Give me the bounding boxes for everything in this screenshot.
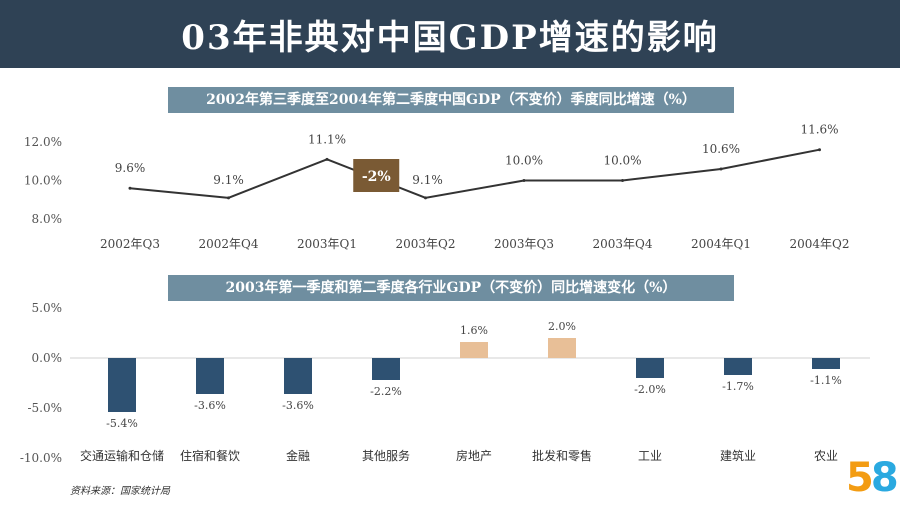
bar-category-label: 其他服务 bbox=[362, 448, 410, 463]
line-value-label: 11.6% bbox=[800, 123, 838, 137]
change-annotation-label: -2% bbox=[362, 169, 391, 185]
bar-category-label: 建筑业 bbox=[720, 448, 756, 463]
bar bbox=[460, 342, 488, 358]
line-y-tick-label: 8.0% bbox=[32, 212, 63, 226]
line-x-tick-label: 2003年Q3 bbox=[494, 237, 554, 251]
line-y-tick-label: 12.0% bbox=[24, 135, 62, 149]
bar bbox=[284, 358, 312, 394]
line-point bbox=[128, 186, 132, 190]
bar-value-label: -1.7% bbox=[722, 380, 754, 393]
bar bbox=[196, 358, 224, 394]
line-chart: 12.0% 10.0% 8.0% 9.6% 2002年Q3 9.1% 2002年Q4 11.1… bbox=[24, 123, 850, 251]
bar-category-label: 工业 bbox=[638, 449, 662, 463]
change-annotation-box bbox=[353, 159, 400, 192]
bar-y-tick-label: -5.0% bbox=[27, 401, 62, 415]
line-x-tick-label: 2002年Q3 bbox=[100, 237, 160, 251]
line-x-tick-label: 2003年Q4 bbox=[592, 237, 652, 251]
bar-value-label: -1.1% bbox=[810, 374, 842, 387]
bar-chart-title: 2003年第一季度和第二季度各行业GDP（不变价）同比增速变化（%） bbox=[168, 275, 734, 301]
bar-value-label: 2.0% bbox=[548, 320, 576, 333]
bar-category-label: 交通运输和仓储 bbox=[80, 448, 164, 463]
bar-value-label: -2.0% bbox=[634, 383, 666, 396]
line-value-label: 10.0% bbox=[603, 154, 641, 168]
bar-value-label: -2.2% bbox=[370, 385, 402, 398]
bar-value-label: -3.6% bbox=[194, 399, 226, 412]
line-value-label: 11.1% bbox=[308, 132, 346, 146]
line-point bbox=[227, 196, 230, 200]
line-series bbox=[129, 148, 820, 199]
line-value-label: 9.1% bbox=[412, 173, 443, 187]
line-point bbox=[719, 167, 723, 171]
bar bbox=[548, 338, 576, 358]
line-x-tick-label: 2003年Q1 bbox=[297, 237, 357, 251]
bar-value-label: 1.6% bbox=[460, 324, 488, 337]
line-y-tick-label: 10.0% bbox=[24, 174, 62, 188]
bar bbox=[812, 358, 840, 369]
line-value-label: 10.6% bbox=[702, 142, 740, 156]
line-point bbox=[522, 179, 526, 182]
bar-value-label: -3.6% bbox=[282, 399, 314, 412]
bar-value-label: -5.4% bbox=[106, 417, 138, 430]
line-value-label: 10.0% bbox=[505, 154, 543, 168]
bar-category-label: 住宿和餐饮 bbox=[180, 448, 240, 463]
line-point bbox=[818, 148, 821, 152]
line-x-tick-label: 2004年Q2 bbox=[789, 237, 849, 251]
bar-category-label: 批发和零售 bbox=[532, 448, 592, 463]
bar-y-tick-label: 0.0% bbox=[32, 351, 63, 365]
line-x-tick-label: 2002年Q4 bbox=[198, 237, 258, 251]
line-x-tick-label: 2003年Q2 bbox=[395, 237, 455, 251]
bar-chart: 5.0% 0.0% -5.0% -10.0% -5.4% 交通运输和仓储 -3.6% 住宿和餐… bbox=[20, 301, 870, 465]
bar-y-tick-label: -10.0% bbox=[20, 451, 62, 465]
bar-category-label: 金融 bbox=[286, 448, 310, 463]
line-point bbox=[325, 157, 329, 161]
line-value-label: 9.1% bbox=[213, 173, 244, 187]
bar bbox=[636, 358, 664, 378]
bar-y-tick-label: 5.0% bbox=[32, 301, 63, 315]
bar-category-label: 房地产 bbox=[456, 448, 492, 463]
line-point bbox=[621, 179, 624, 182]
line-value-label: 9.6% bbox=[115, 161, 146, 175]
title-bar: 03年非典对中国GDP增速的影响 bbox=[0, 0, 900, 68]
page-title: 03年非典对中国GDP增速的影响 bbox=[181, 17, 719, 58]
bar-category-label: 农业 bbox=[814, 449, 838, 463]
line-x-tick-label: 2004年Q1 bbox=[691, 237, 751, 251]
line-chart-title: 2002年第三季度至2004年第二季度中国GDP（不变价）季度同比增速（%） bbox=[168, 87, 734, 113]
brand-logo: 58 bbox=[846, 455, 899, 501]
line-point bbox=[424, 196, 427, 200]
bar bbox=[108, 358, 136, 412]
bar bbox=[724, 358, 752, 375]
source-note: 资料来源：国家统计局 bbox=[70, 486, 170, 497]
bar bbox=[372, 358, 400, 380]
